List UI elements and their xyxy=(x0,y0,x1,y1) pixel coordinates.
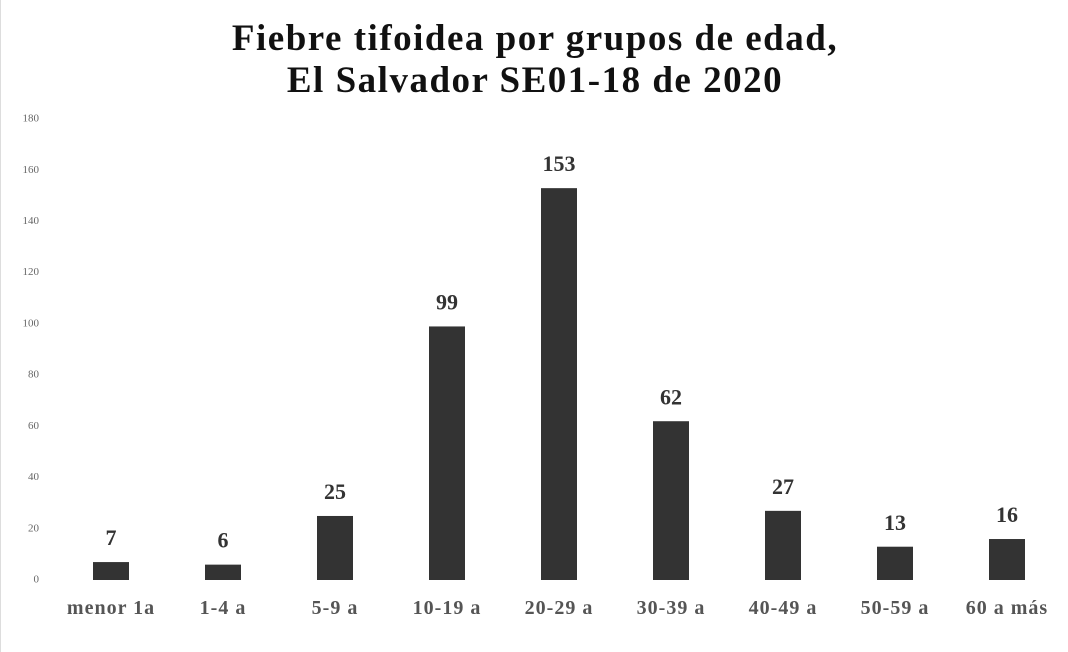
data-label: 27 xyxy=(772,474,794,499)
x-tick-label: 10-19 a xyxy=(412,597,482,619)
y-tick-label: 40 xyxy=(28,471,40,483)
data-label: 6 xyxy=(218,528,229,553)
y-tick-label: 120 xyxy=(23,266,40,278)
y-tick-label: 20 xyxy=(28,522,40,534)
data-label: 99 xyxy=(436,289,458,314)
x-tick-label: 1-4 a xyxy=(199,597,247,619)
y-tick-label: 0 xyxy=(34,574,40,586)
bar xyxy=(93,562,129,580)
x-tick-label: 50-59 a xyxy=(860,597,930,619)
y-tick-label: 60 xyxy=(28,420,40,432)
chart-title: Fiebre tifoidea por grupos de edad, El S… xyxy=(231,18,839,101)
x-tick-label: 40-49 a xyxy=(748,597,818,619)
bar xyxy=(989,539,1025,580)
y-tick-label: 100 xyxy=(23,317,40,329)
y-tick-label: 180 xyxy=(23,113,40,125)
data-label: 62 xyxy=(660,384,682,409)
data-label: 7 xyxy=(106,525,117,550)
data-label: 16 xyxy=(996,502,1018,527)
data-label: 13 xyxy=(884,510,906,535)
bar xyxy=(429,326,465,580)
bar xyxy=(205,564,241,580)
x-tick-label: 60 a más xyxy=(965,597,1049,619)
y-tick-label: 80 xyxy=(28,369,40,381)
y-tick-label: 140 xyxy=(23,215,40,227)
x-tick-label: 20-29 a xyxy=(524,597,594,619)
bar xyxy=(765,510,801,580)
x-tick-label: 5-9 a xyxy=(311,597,359,619)
y-tick-label: 160 xyxy=(23,164,40,176)
data-label: 153 xyxy=(543,151,576,176)
bar xyxy=(877,546,913,580)
bar xyxy=(653,421,689,580)
bar xyxy=(541,188,577,580)
x-tick-label: 30-39 a xyxy=(636,597,706,619)
x-tick-label: menor 1a xyxy=(66,597,156,619)
data-label: 25 xyxy=(324,479,346,504)
bar xyxy=(317,515,353,580)
